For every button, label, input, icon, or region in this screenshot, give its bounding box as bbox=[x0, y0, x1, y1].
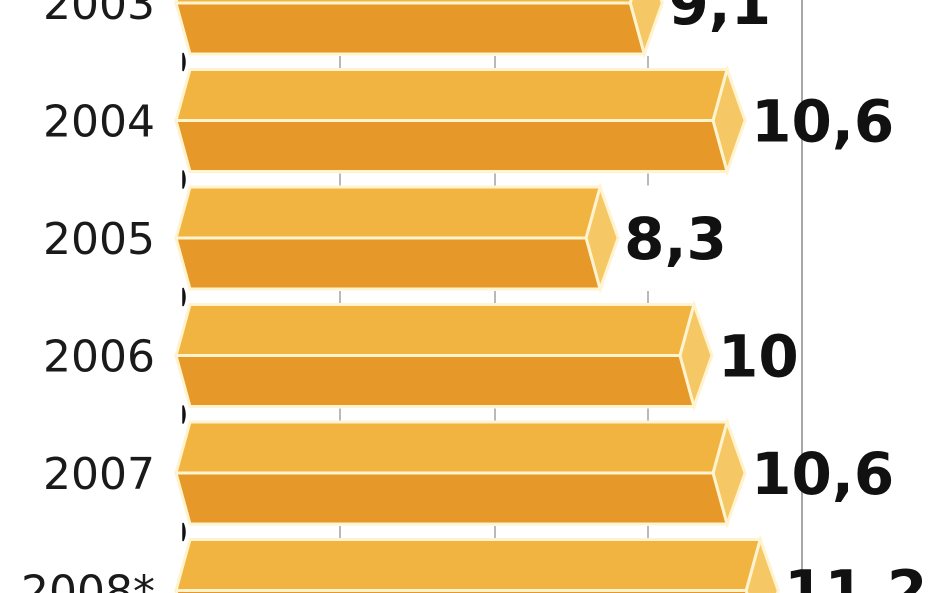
bar-end-cap bbox=[678, 299, 714, 412]
value-label: 10,6 bbox=[751, 88, 894, 156]
category-label: 2006 bbox=[43, 332, 155, 383]
bar-bottom-face bbox=[174, 471, 730, 526]
labels: 2003 9,1 2004 10,6 2005 8,3 2006 10 2007 10,6 2008… bbox=[21, 0, 927, 593]
bar-end-cap bbox=[711, 64, 747, 177]
axis-notch bbox=[182, 287, 186, 307]
bar bbox=[174, 64, 747, 177]
category-label: 2005 bbox=[43, 214, 155, 265]
bar-top-face bbox=[174, 185, 603, 240]
bar-end-cap bbox=[584, 181, 620, 295]
bar-end-cap bbox=[628, 0, 664, 60]
bar-bottom-face bbox=[174, 236, 603, 291]
bar-top-face bbox=[174, 538, 763, 592]
category-label: 2007 bbox=[43, 449, 155, 500]
bar-bottom-face bbox=[174, 589, 749, 593]
axis-notch bbox=[182, 52, 186, 72]
value-label: 10 bbox=[718, 323, 799, 391]
bar-end-cap bbox=[744, 534, 780, 593]
category-label: 2008* bbox=[21, 567, 155, 593]
axis-notch bbox=[182, 405, 186, 424]
value-label: 11,2 bbox=[784, 558, 927, 593]
bar-bottom-face bbox=[174, 119, 730, 173]
value-label: 10,6 bbox=[751, 440, 894, 508]
bar-bottom-face bbox=[174, 354, 696, 408]
axis-notch bbox=[182, 170, 186, 189]
value-label: 8,3 bbox=[624, 205, 727, 273]
value-label: 9,1 bbox=[668, 0, 771, 38]
bar-end-cap bbox=[711, 416, 747, 530]
bar-top-face bbox=[174, 303, 696, 357]
bar-top-face bbox=[174, 420, 730, 475]
bar bbox=[174, 0, 664, 60]
category-label: 2003 bbox=[43, 0, 155, 30]
bar bbox=[174, 534, 780, 593]
bars bbox=[174, 0, 780, 593]
axis-notch bbox=[182, 522, 186, 542]
bar bbox=[174, 181, 620, 295]
bar bbox=[174, 416, 747, 530]
category-label: 2004 bbox=[43, 97, 155, 148]
gridlines bbox=[182, 0, 803, 593]
bar bbox=[174, 299, 714, 412]
bar-top-face bbox=[174, 68, 730, 122]
bar-bottom-face bbox=[174, 1, 647, 56]
